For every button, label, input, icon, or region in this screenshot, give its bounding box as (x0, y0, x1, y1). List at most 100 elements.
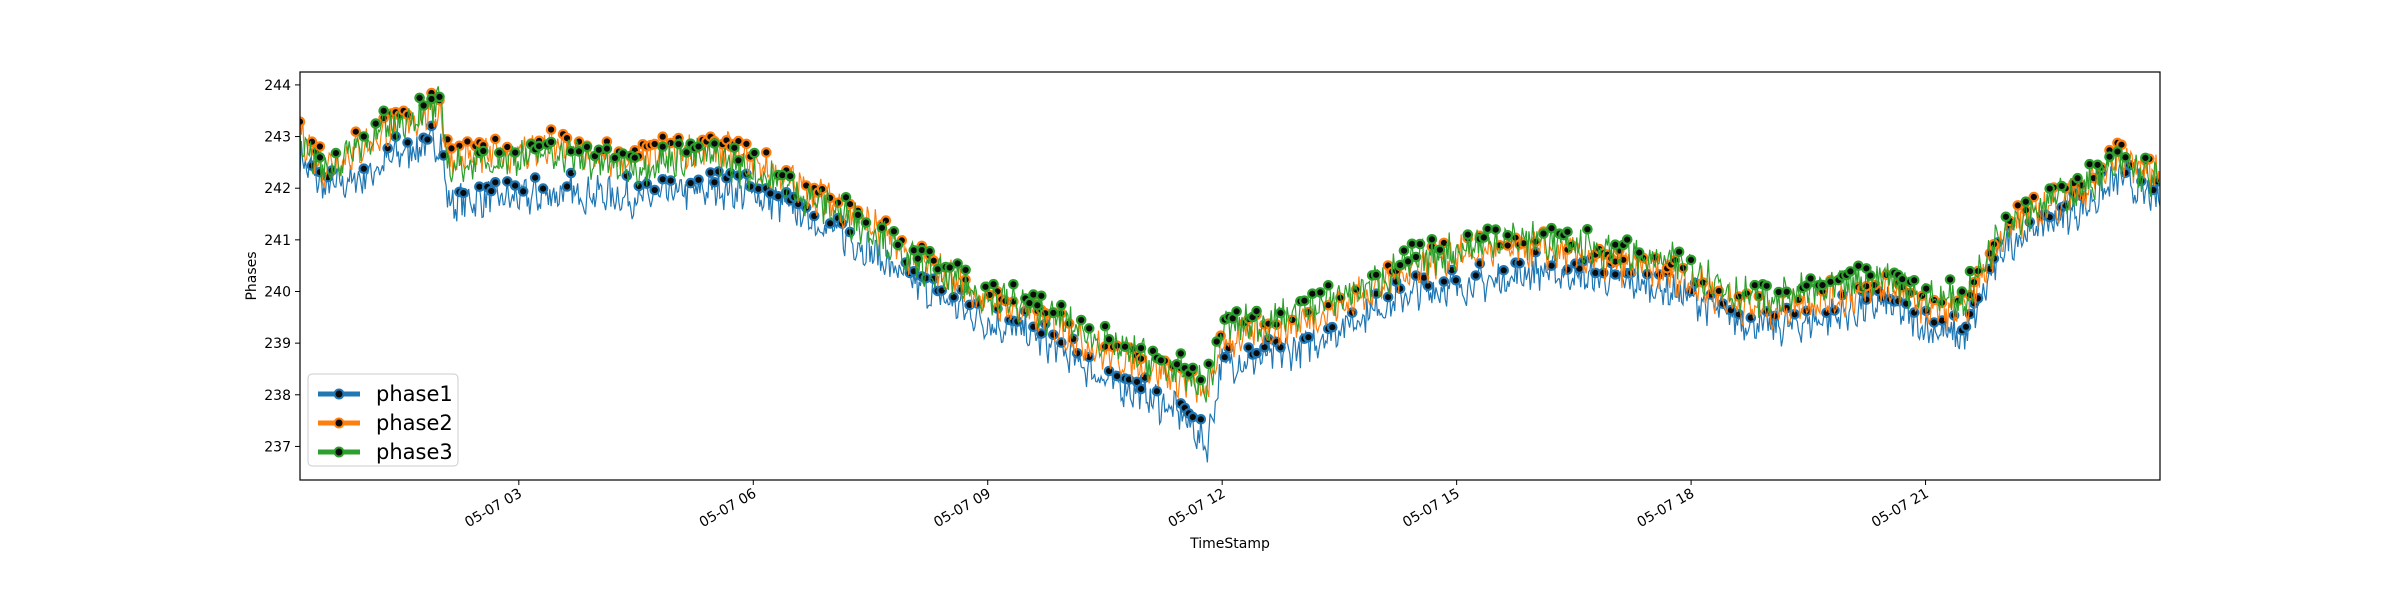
phase3-marker (314, 152, 326, 163)
phase1-marker (693, 174, 704, 186)
phase3-marker (358, 131, 370, 142)
phase1-marker (517, 186, 529, 197)
phase3-marker (1908, 274, 1920, 286)
phase1-marker (1259, 341, 1270, 353)
phase3-marker (601, 143, 613, 154)
phase3-marker (1582, 224, 1593, 235)
phase2-marker (1287, 314, 1298, 326)
phase3-marker (1008, 278, 1019, 290)
phase1-marker (1908, 307, 1920, 318)
phase3-marker (1546, 222, 1557, 234)
phase3-marker (1211, 336, 1222, 347)
series-layer (300, 86, 2160, 463)
phase3-marker (1083, 323, 1095, 334)
phase3-marker (509, 147, 521, 158)
phase3-marker (852, 209, 864, 221)
phase1-marker (948, 291, 959, 303)
y-tick-label: 237 (264, 439, 291, 455)
phase3-marker (1845, 266, 1856, 277)
phase3-marker (1119, 341, 1131, 352)
phase1-marker (649, 184, 660, 196)
phase3-marker (629, 152, 641, 163)
legend-label: phase2 (376, 411, 453, 435)
phase3-marker (749, 147, 760, 159)
x-axis-label: TimeStamp (1189, 536, 1270, 552)
phase3-marker (1621, 234, 1633, 245)
phase3-marker (1398, 245, 1410, 256)
phase1-marker (1251, 347, 1262, 359)
phase3-marker (573, 146, 585, 157)
phase1-line (300, 123, 2160, 463)
y-tick-label: 242 (264, 181, 291, 197)
phase3-marker (370, 118, 381, 129)
phase3-marker (2092, 159, 2103, 171)
phase3-marker (2072, 172, 2083, 184)
phase1-marker (422, 134, 433, 145)
legend-item-phase3: phase3 (318, 440, 453, 464)
phase2-marker (1713, 285, 1725, 297)
phase3-marker (1964, 265, 1976, 277)
phase1-marker (382, 142, 393, 154)
phase1-marker (1327, 321, 1338, 333)
phase3-marker (840, 192, 852, 203)
legend-swatch-marker (333, 388, 345, 400)
phase1-marker (1219, 351, 1230, 363)
phase3-marker (1135, 342, 1147, 354)
phase3-marker (1103, 333, 1115, 345)
phase1-marker (402, 137, 413, 148)
phase2-marker (1135, 353, 1147, 364)
phase2-marker (928, 255, 939, 266)
y-tick-label: 244 (264, 78, 291, 94)
phase3-marker (960, 264, 971, 276)
legend-frame (307, 373, 459, 467)
phase1-marker (485, 185, 497, 197)
phase3-marker (1231, 306, 1242, 317)
phase3-marker (581, 141, 593, 153)
y-tick-label: 241 (264, 233, 291, 249)
phase2-marker (462, 136, 473, 147)
legend-swatch-marker (333, 446, 345, 458)
y-tick-label: 243 (264, 130, 291, 146)
phase3-marker (1805, 273, 1816, 284)
phase3-marker (729, 142, 740, 154)
phase1-marker (1275, 341, 1286, 353)
phase1-marker (1036, 328, 1047, 339)
phase2-marker (454, 140, 465, 152)
phase3-marker (1048, 307, 1059, 319)
phase1-marker (561, 181, 573, 192)
phase3-marker (1075, 314, 1087, 326)
phase3-marker (673, 138, 684, 150)
phase1-marker (1964, 308, 1976, 320)
phase3-marker (1865, 270, 1876, 281)
phase3-marker (418, 100, 429, 111)
phase1-marker (1382, 291, 1394, 303)
phase1-marker (529, 172, 541, 183)
phase3-marker (860, 217, 872, 228)
phase3-marker (1275, 307, 1286, 319)
phase3-marker (784, 170, 796, 182)
phase1-marker (1470, 270, 1482, 281)
phase3-marker (2000, 211, 2012, 223)
legend: phase1 phase2 phase3 (307, 373, 459, 467)
phase3-marker (1434, 244, 1446, 256)
phase3-marker (477, 145, 489, 157)
phase3-marker (545, 136, 557, 148)
phase3-marker (1462, 229, 1474, 240)
y-tick-label: 238 (264, 388, 291, 404)
phase3-marker (434, 91, 445, 103)
phase3-marker (330, 147, 342, 159)
phase3-marker (493, 147, 505, 158)
phase3-marker (1490, 224, 1501, 235)
phase3-marker (709, 138, 720, 149)
phase1-marker (772, 191, 784, 202)
phase1-marker (1861, 294, 1872, 305)
legend-item-phase1: phase1 (318, 382, 453, 406)
phase3-marker (1944, 274, 1956, 285)
phase1-marker (501, 176, 513, 187)
phase1-marker (1394, 283, 1406, 294)
phase1-marker (438, 150, 449, 161)
phase3-marker (2056, 180, 2067, 192)
phase3-marker (657, 141, 668, 152)
